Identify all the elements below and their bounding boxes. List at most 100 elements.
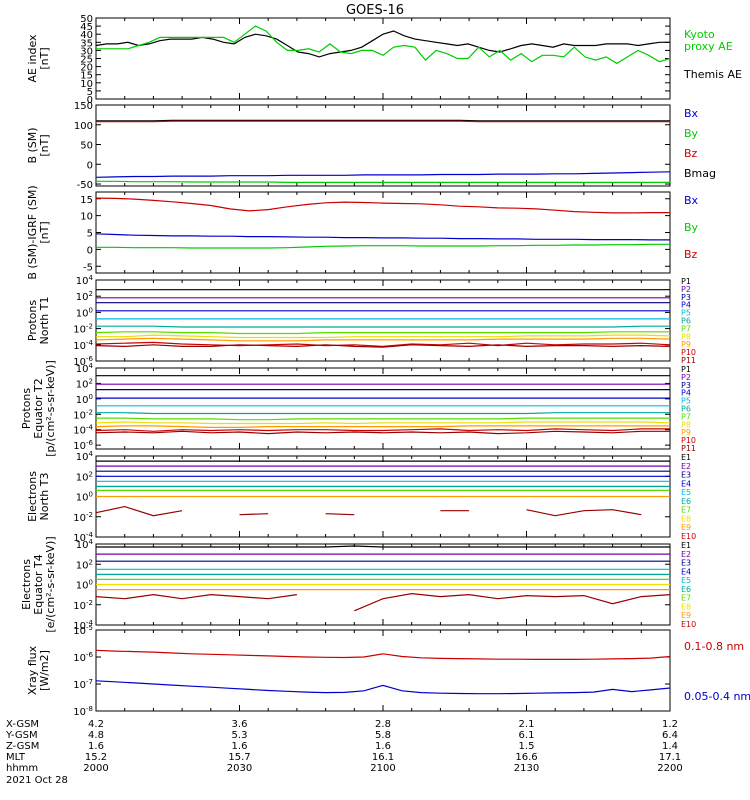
footer-value: 3.6 [232, 719, 248, 730]
legend: Bx By Bz [684, 194, 699, 261]
footer-value: 2200 [657, 763, 682, 774]
footer-value: 1.6 [88, 741, 104, 752]
y-tick-label: 104 [76, 450, 94, 463]
footer-row-label: Z-GSM [6, 741, 39, 752]
y-tick-label: 10-2 [73, 511, 93, 524]
series-line-e9 [95, 592, 671, 612]
series-line-p7 [96, 417, 670, 421]
y-tick-label: 25 [80, 55, 93, 66]
y-tick-label: 35 [80, 38, 93, 49]
footer-value: 16.1 [372, 752, 394, 763]
y-tick-label: -5 [83, 262, 93, 273]
y-axis-label: AE index[nT] [26, 34, 51, 83]
legend-entry: P7 [681, 324, 691, 333]
footer-value: 5.8 [375, 730, 391, 741]
legend-entry: P6 [681, 317, 691, 326]
legend-entry: 0.1-0.8 nm [684, 640, 744, 653]
series-line-p8 [95, 421, 671, 425]
y-tick-label: 104 [76, 362, 94, 375]
panel-frame [95, 17, 671, 100]
legend-entry: P9 [681, 428, 691, 437]
y-tick-label: 10-5 [73, 624, 93, 637]
y-tick-label: 100 [76, 579, 93, 592]
footer-row-label: Y-GSM [5, 730, 38, 741]
y-tick-label: 50 [80, 141, 93, 152]
legend-entry: P11 [681, 356, 696, 365]
y-tick-label: 0 [87, 95, 93, 106]
legend-entry: Bx [684, 194, 699, 207]
y-tick-label: 10-2 [73, 323, 93, 336]
footer-row-label: MLT [6, 752, 26, 763]
legend-entry: E9 [681, 611, 691, 620]
panel-elec4: 10-4 10-2 100 102 104 ElectronsEquator T4[e/(… [20, 536, 696, 632]
legend-entry: E10 [681, 620, 696, 629]
legend-entry: P8 [681, 332, 691, 341]
legend-entry: P4 [681, 389, 691, 398]
footer-value: 15.7 [228, 752, 250, 763]
legend-entry: P1 [681, 277, 691, 286]
panel-elec3: 10-4 10-2 100 102 104 ElectronsNorth T3 E1E2E3… [26, 450, 696, 544]
series-line-p10 [95, 341, 671, 348]
legend-entry: By [684, 127, 699, 140]
legend-entry: E3 [681, 471, 691, 480]
legend-entry: E6 [681, 497, 691, 506]
footer-value: 2.8 [375, 719, 391, 730]
y-tick-label: 15 [80, 195, 93, 206]
series-line-themis-ae [95, 30, 670, 58]
y-tick-label: 102 [76, 558, 93, 571]
y-tick-label: 30 [80, 46, 93, 57]
legend: Kyoto proxy AE Themis AE [683, 28, 742, 81]
y-tick-label: 40 [80, 30, 93, 41]
plot-title: GOES-16 [346, 3, 404, 18]
series-line-p11 [95, 344, 671, 348]
series-line-p10 [95, 428, 670, 432]
legend-entry: E7 [681, 594, 691, 603]
legend-entry: E6 [681, 585, 691, 594]
footer-row-label: hhmm [6, 763, 38, 774]
series-line-p7 [95, 331, 670, 335]
series-line-p9 [95, 425, 670, 428]
y-tick-label: 0 [87, 245, 93, 256]
legend-entry: P10 [681, 436, 696, 445]
y-axis-label: ElectronsNorth T3 [26, 471, 51, 522]
footer-value: 15.2 [85, 752, 107, 763]
panel-prot1: 10-6 10-4 10-2 100 102 104 ProtonsNorth T1 P1P2… [26, 274, 696, 368]
legend-entry: P2 [681, 373, 691, 382]
y-tick-label: 10-6 [73, 439, 93, 452]
legend-entry: By [684, 221, 699, 234]
y-axis-label: ProtonsEquator T2[p/(cm²-s-sr-keV)] [20, 360, 57, 457]
series-line-p9 [95, 337, 671, 342]
legend-entry: P9 [681, 340, 691, 349]
legend-entry: E2 [681, 462, 691, 471]
y-tick-label: 100 [74, 121, 93, 132]
legend-entry: Bz [684, 147, 698, 160]
y-tick-label: 5 [87, 87, 93, 98]
legend-entry: Bmag [684, 167, 716, 180]
y-tick-label: 45 [80, 22, 93, 33]
legend-entry: Bx [684, 107, 699, 120]
legend-entry: P2 [681, 285, 691, 294]
footer-value: 6.4 [662, 730, 678, 741]
footer-date: 2021 Oct 28 [6, 775, 68, 786]
panel-bsm: -50 0 50 100 150 B (SM)[nT] Bx By Bz Bmag [26, 101, 716, 191]
panel-frame [95, 367, 671, 450]
footer-value: 2030 [227, 763, 252, 774]
y-tick-label: 104 [76, 538, 94, 551]
y-tick-label: 102 [76, 377, 93, 390]
y-tick-label: 10-4 [73, 424, 93, 437]
footer-row-label: X-GSM [6, 719, 39, 730]
legend-entry: P3 [681, 381, 691, 390]
footer-value: 2100 [370, 763, 395, 774]
y-tick-label: 10-2 [73, 599, 93, 612]
y-tick-label: 15 [80, 71, 93, 82]
y-axis-label: B (SM)-IGRF (SM)[nT] [26, 185, 51, 279]
footer-value: 1.5 [519, 741, 535, 752]
legend-entry: P6 [681, 405, 691, 414]
legend-entry: Kyoto proxy AE [684, 28, 733, 53]
y-tick-label: 10-4 [73, 339, 93, 352]
y-tick-label: 150 [74, 101, 93, 112]
